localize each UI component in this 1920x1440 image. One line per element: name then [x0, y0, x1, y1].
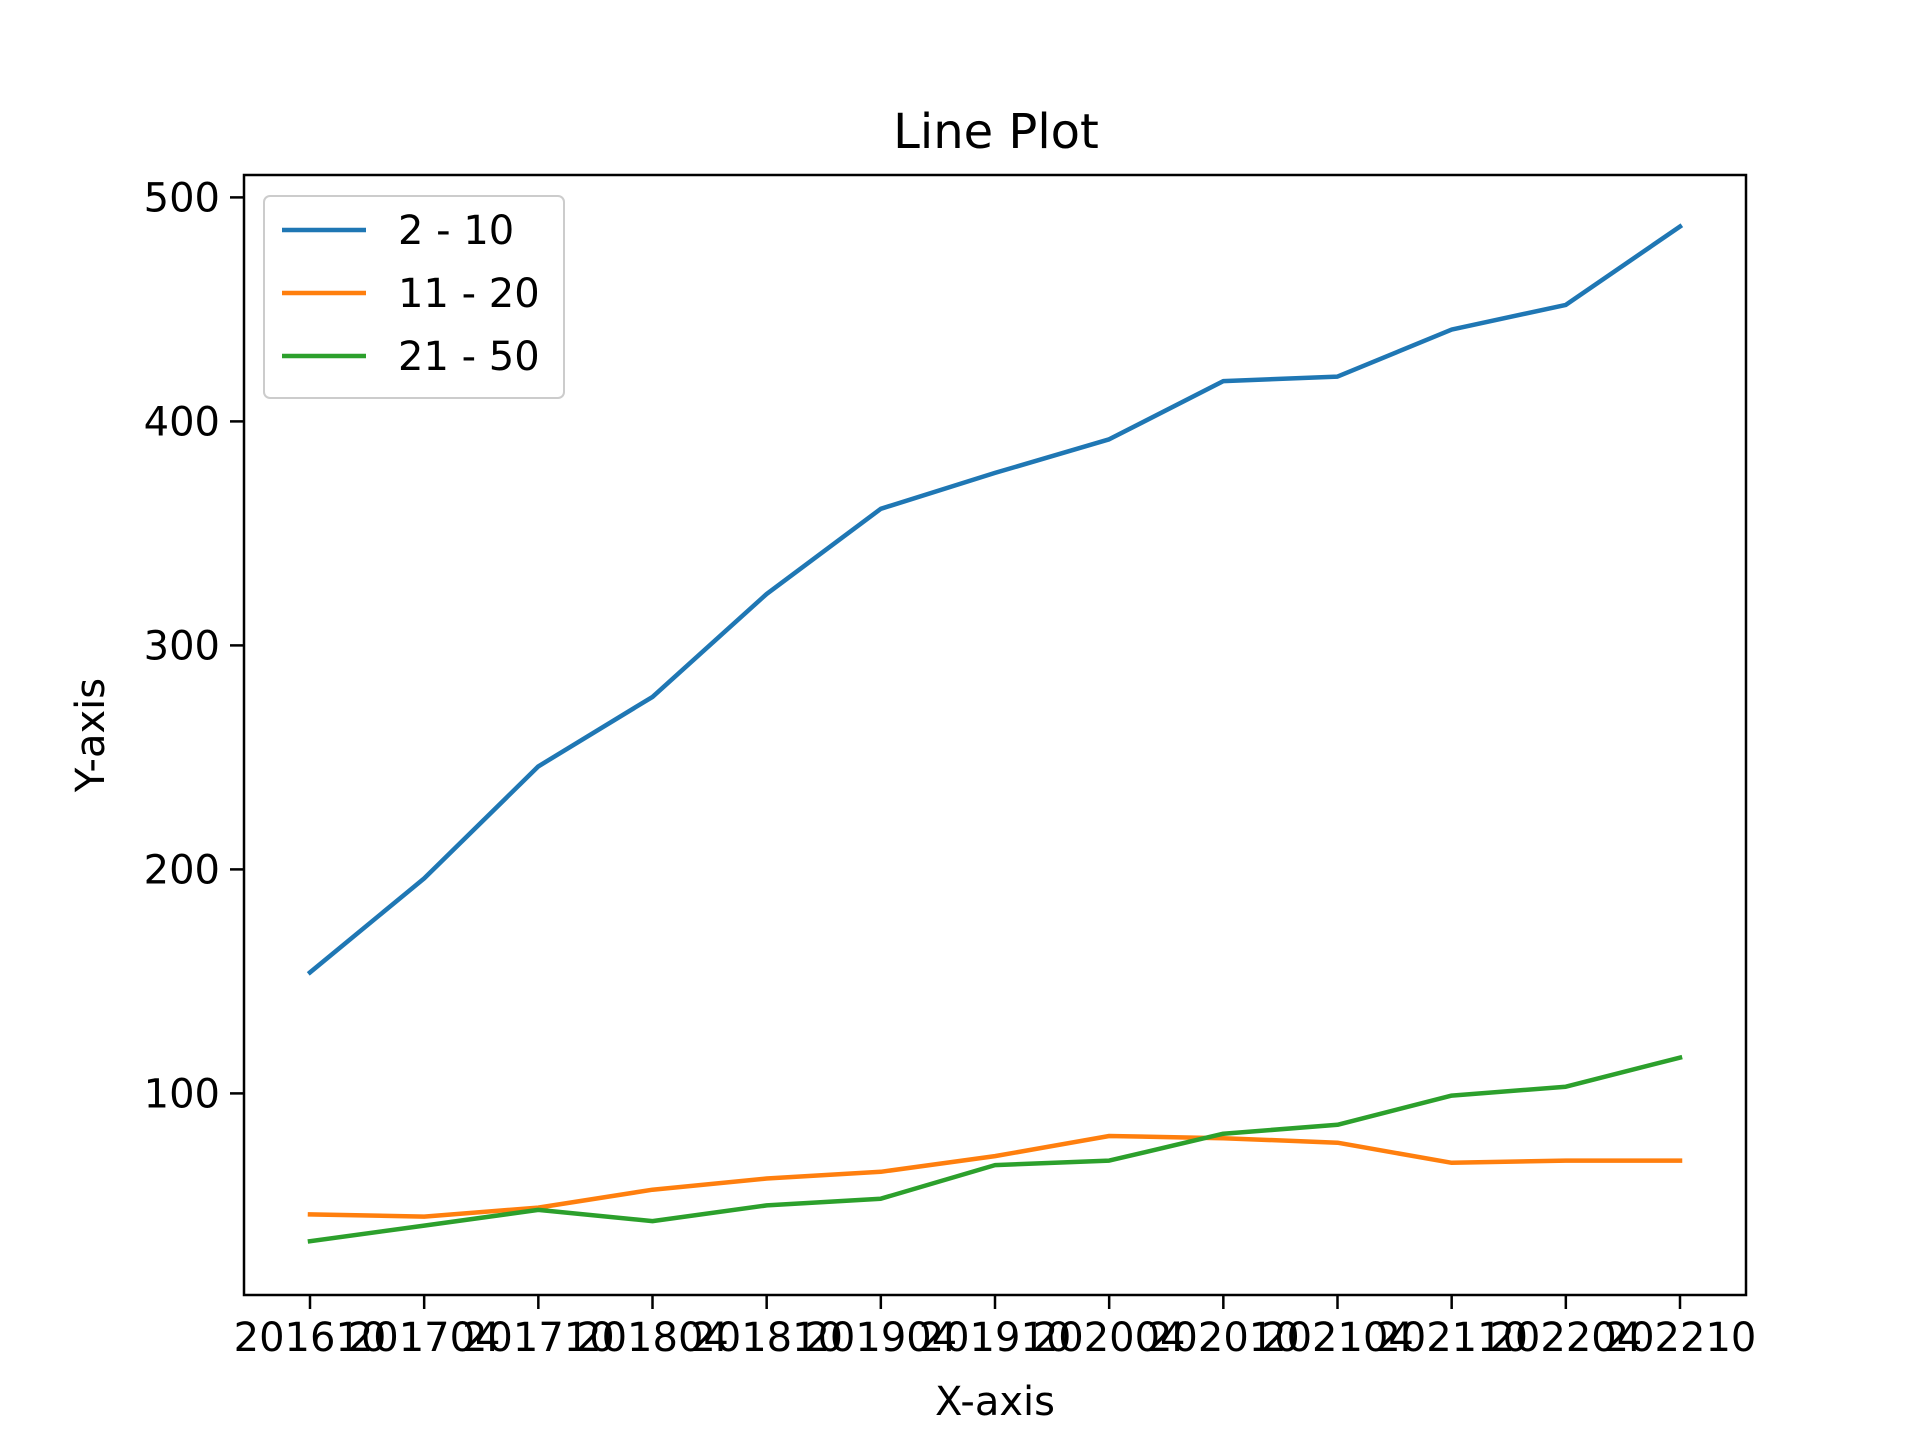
- x-tick-label: 202004: [1033, 1315, 1186, 1361]
- legend-label-2: 11 - 20: [398, 271, 540, 317]
- legend-frame: [263, 195, 565, 399]
- y-tick-label: 300: [144, 623, 220, 669]
- legend-label-3: 21 - 50: [398, 334, 540, 380]
- series-line-3: [307, 1054, 1683, 1244]
- x-tick-label: 201704: [348, 1315, 501, 1361]
- x-tick-label: 201904: [804, 1315, 957, 1361]
- series-group: [306, 223, 1684, 1244]
- y-axis-title: Y-axis: [68, 678, 114, 793]
- x-tick-label: 202110: [1375, 1315, 1528, 1361]
- y-axis: 100 200 300 400 500: [144, 175, 244, 1117]
- x-tick-label: 201710: [462, 1315, 615, 1361]
- chart-title: Line Plot: [893, 104, 1099, 160]
- y-tick-label: 500: [144, 175, 220, 221]
- x-axis: 2016102017042017102018042018102019042019…: [234, 1295, 1757, 1361]
- legend-label-1: 2 - 10: [398, 208, 514, 254]
- y-tick-label: 100: [144, 1071, 220, 1117]
- x-tick-label: 201910: [919, 1315, 1072, 1361]
- x-tick-label: 202010: [1147, 1315, 1300, 1361]
- x-tick-label: 201810: [690, 1315, 843, 1361]
- series-line-1: [306, 223, 1684, 976]
- y-tick-label: 400: [144, 399, 220, 445]
- series-line-2: [307, 1133, 1683, 1219]
- x-tick-label: 202104: [1261, 1315, 1414, 1361]
- y-tick-label: 200: [144, 847, 220, 893]
- x-tick-label: 201804: [576, 1315, 729, 1361]
- x-tick-label: 202204: [1489, 1315, 1642, 1361]
- legend: 2 - 10 11 - 20 21 - 50: [263, 195, 565, 399]
- x-tick-label: 202210: [1604, 1315, 1757, 1361]
- x-tick-label: 201610: [234, 1315, 387, 1361]
- x-axis-title: X-axis: [935, 1379, 1055, 1425]
